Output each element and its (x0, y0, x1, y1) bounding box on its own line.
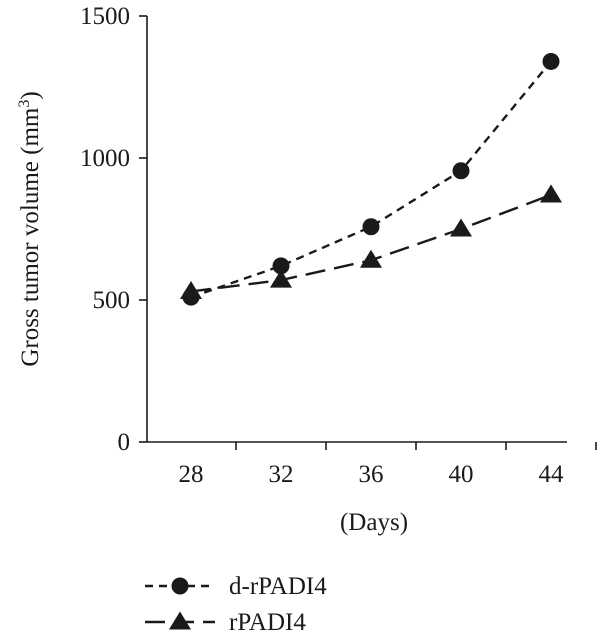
legend-swatch-marker (168, 611, 192, 630)
x-axis-title: (Days) (340, 509, 408, 536)
legend-label: rPADI4 (229, 609, 306, 636)
legend-item: rPADI4 (145, 609, 306, 636)
data-point (269, 269, 293, 288)
data-point (362, 218, 380, 236)
y-tick-label: 500 (93, 287, 131, 314)
x-ticks: 28 32 36 40 44 (179, 442, 597, 488)
data-point (179, 280, 203, 300)
x-tick-label: 40 (449, 461, 474, 488)
data-point (359, 249, 383, 268)
y-axis-title-main: Gross tumor volume (mm (17, 107, 44, 367)
x-tick-label: 44 (539, 461, 565, 488)
series-line (190, 193, 552, 293)
legend: d-rPADI4 rPADI4 (145, 573, 327, 636)
plot-series (179, 52, 563, 306)
x-tick-label: 36 (359, 461, 384, 488)
data-point (272, 257, 290, 275)
y-tick-label: 1000 (80, 145, 130, 172)
y-axis-title-close: ) (17, 91, 44, 99)
x-tick-label: 28 (179, 461, 204, 488)
data-point (542, 52, 560, 70)
legend-swatch-marker (171, 577, 189, 595)
data-point (452, 162, 470, 180)
legend-item: d-rPADI4 (145, 573, 327, 600)
series-rPADI4 (179, 184, 563, 300)
y-tick-label: 1500 (80, 3, 130, 30)
y-ticks: 0 500 1000 1500 (80, 3, 147, 456)
series-line (190, 60, 552, 299)
series-d-rPADI4 (182, 52, 560, 306)
legend-label: d-rPADI4 (229, 573, 327, 600)
y-tick-label: 0 (118, 429, 131, 456)
data-point (539, 184, 563, 203)
x-tick-label: 32 (269, 461, 294, 488)
y-axis-title: Gross tumor volume (mm3) (16, 91, 44, 366)
y-axis-title-sup: 3 (16, 100, 33, 108)
data-point (449, 218, 473, 237)
